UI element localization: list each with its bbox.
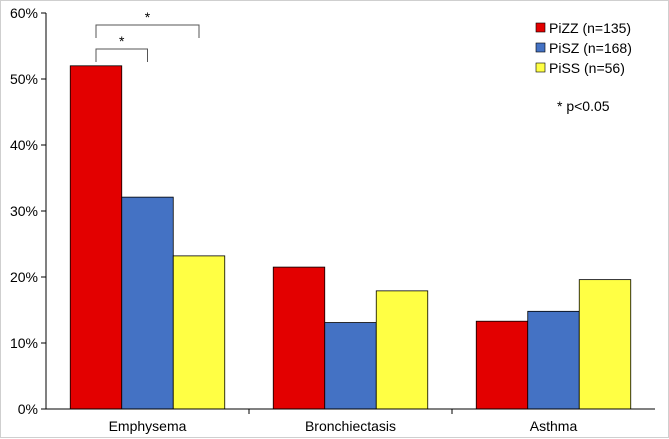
y-tick-label: 30%: [10, 203, 38, 219]
y-tick-layer: 0% 10% 20% 30% 40% 50% 60%: [10, 5, 38, 417]
x-category-label: Bronchiectasis: [305, 418, 396, 434]
significance-layer: **: [95, 9, 200, 62]
legend-label: PiZZ (n=135): [549, 20, 631, 36]
y-tick-label: 40%: [10, 137, 38, 153]
significance-star: *: [145, 9, 151, 25]
significance-bracket: [95, 48, 148, 62]
bar-emphysema-series-1: [69, 65, 123, 410]
axes-layer: Emphysema Bronchiectasis Asthma: [41, 12, 655, 434]
bar-emphysema-series-3: [172, 255, 226, 410]
x-category-label: Emphysema: [109, 418, 187, 434]
bar-emphysema-series-2: [121, 196, 174, 410]
bar-bronchiectasis-series-3: [375, 290, 429, 410]
x-category-label: Asthma: [530, 418, 578, 434]
y-tick-label: 20%: [10, 269, 38, 285]
bar-bronchiectasis-series-2: [324, 322, 377, 410]
y-tick-label: 0%: [18, 401, 38, 417]
y-tick-label: 60%: [10, 5, 38, 21]
legend-swatch: [535, 42, 546, 53]
bar-asthma-series-2: [527, 310, 580, 410]
significance-bracket: [95, 24, 200, 38]
legend-label: PiSS (n=56): [549, 60, 625, 76]
legend-label: PiSZ (n=168): [549, 40, 632, 56]
bar-bronchiectasis-series-1: [272, 266, 326, 410]
legend-swatch: [535, 22, 546, 33]
y-tick-label: 50%: [10, 71, 38, 87]
bar-asthma-series-1: [475, 320, 529, 410]
legend: PiZZ (n=135) PiSZ (n=168) PiSS (n=56) * p<0…: [535, 20, 632, 114]
bars-layer: [69, 65, 632, 410]
significance-note: * p<0.05: [557, 98, 610, 114]
bar-asthma-series-3: [578, 279, 632, 410]
y-tick-label: 10%: [10, 335, 38, 351]
significance-star: *: [119, 33, 125, 49]
legend-swatch: [535, 62, 546, 73]
